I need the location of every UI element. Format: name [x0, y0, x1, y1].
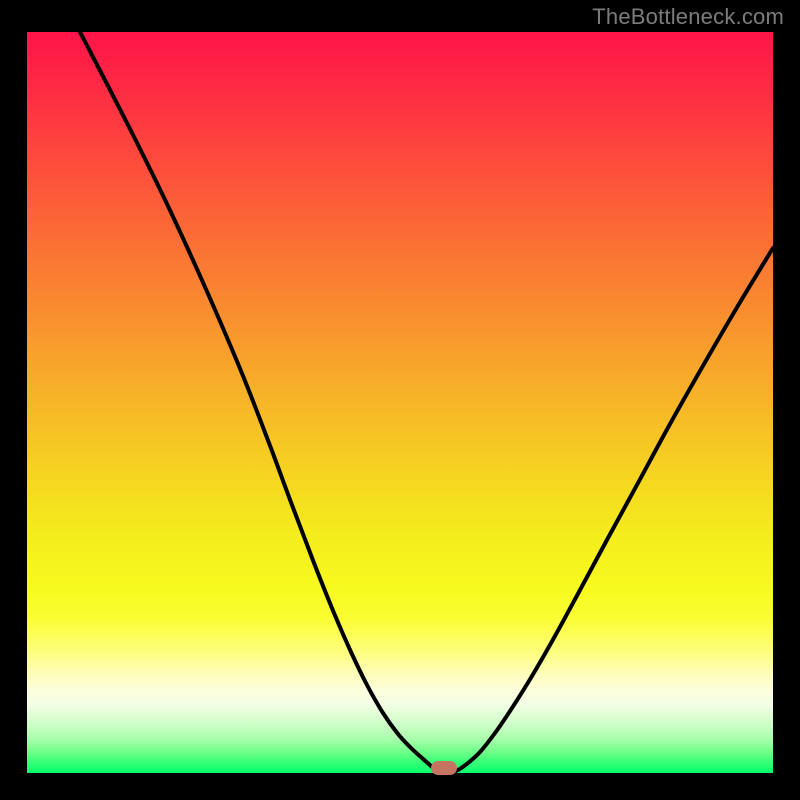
- bottleneck-curve: [27, 32, 773, 773]
- watermark-text: TheBottleneck.com: [592, 4, 784, 30]
- optimum-marker-pill: [431, 761, 457, 775]
- chart-frame: TheBottleneck.com: [0, 0, 800, 800]
- bottleneck-curve-path: [80, 32, 773, 773]
